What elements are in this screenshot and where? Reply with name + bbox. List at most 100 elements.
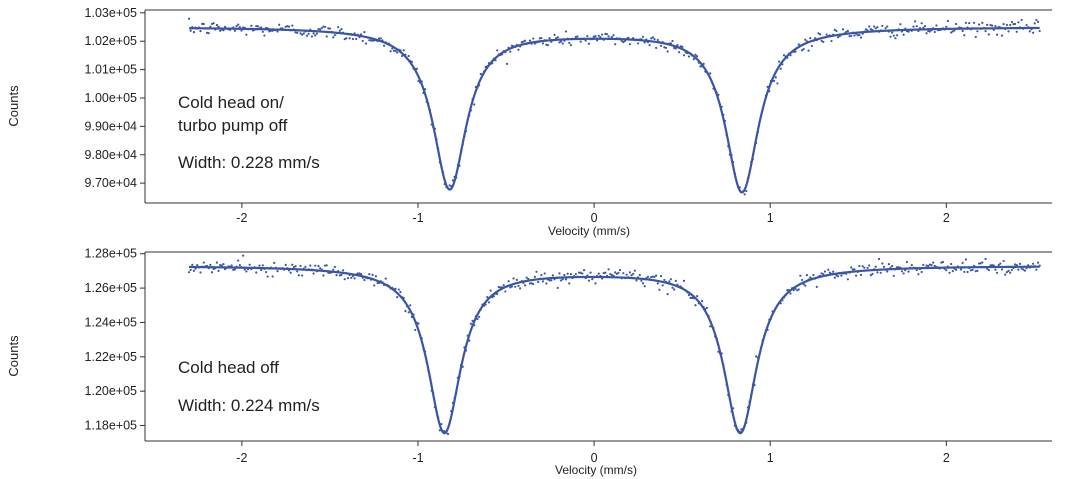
data-point — [602, 271, 605, 275]
data-point — [564, 30, 568, 33]
data-point — [496, 49, 499, 52]
data-point — [802, 48, 805, 51]
data-point — [294, 31, 297, 34]
data-point — [625, 273, 628, 276]
data-point — [773, 79, 776, 82]
data-point — [659, 275, 663, 278]
data-point — [694, 304, 697, 307]
data-point — [655, 274, 658, 277]
data-point — [1013, 263, 1017, 266]
data-point — [509, 50, 512, 53]
data-point — [864, 28, 868, 31]
data-point — [202, 261, 205, 264]
data-point — [640, 279, 643, 282]
data-point — [696, 294, 699, 298]
data-point — [948, 271, 951, 274]
data-point — [804, 284, 807, 287]
data-point — [812, 273, 815, 277]
data-point — [320, 26, 323, 30]
data-point — [927, 264, 930, 268]
data-point — [448, 184, 451, 187]
data-point — [596, 39, 599, 42]
data-point — [914, 20, 917, 23]
data-point — [548, 279, 551, 282]
data-point — [338, 29, 341, 32]
data-point — [514, 285, 517, 288]
data-point — [361, 39, 364, 43]
data-point — [256, 25, 259, 28]
data-point — [319, 28, 322, 31]
data-point — [271, 275, 274, 278]
data-point — [912, 25, 915, 28]
data-point — [836, 275, 840, 278]
data-point — [261, 264, 264, 267]
data-point — [689, 296, 692, 299]
data-point — [879, 271, 882, 274]
data-point — [305, 34, 309, 37]
data-point — [517, 284, 520, 288]
data-point — [858, 33, 861, 37]
annotation-label-line2: turbo pump off — [178, 116, 288, 135]
data-point — [886, 270, 889, 273]
data-point — [930, 264, 933, 267]
data-point — [199, 271, 202, 274]
data-point — [635, 279, 638, 282]
data-point — [899, 23, 902, 26]
data-point — [800, 278, 804, 282]
data-point — [928, 30, 931, 33]
data-point — [779, 67, 782, 70]
y-tick-label: 9.80e+04 — [85, 148, 138, 162]
data-point — [815, 285, 818, 288]
data-point — [902, 33, 905, 36]
data-point — [310, 35, 314, 38]
data-point — [579, 271, 582, 274]
data-point — [374, 275, 377, 278]
data-point — [891, 264, 894, 268]
data-point — [974, 35, 977, 39]
y-tick-label: 1.03e+05 — [85, 6, 138, 20]
data-point — [1032, 262, 1035, 265]
data-point — [1000, 268, 1004, 271]
data-point — [540, 274, 543, 277]
data-point — [546, 44, 550, 47]
data-point — [343, 38, 346, 41]
data-point — [350, 276, 353, 279]
data-point — [861, 265, 864, 268]
data-point — [1005, 23, 1008, 26]
data-point — [974, 270, 977, 273]
data-point — [600, 33, 604, 36]
data-point — [810, 44, 813, 48]
data-point — [407, 54, 410, 58]
data-point — [1007, 269, 1010, 273]
data-point — [1032, 31, 1035, 34]
data-point — [319, 267, 322, 270]
data-point — [561, 42, 564, 45]
data-point — [884, 27, 887, 30]
data-point — [950, 31, 953, 34]
data-point — [394, 49, 397, 53]
data-point — [905, 260, 909, 264]
data-point — [892, 274, 895, 277]
data-point — [245, 270, 248, 273]
data-point — [848, 35, 851, 38]
data-point — [315, 32, 318, 35]
data-point — [541, 42, 545, 45]
data-point — [1017, 21, 1020, 24]
data-point — [309, 264, 312, 267]
annotation-label-line1: Cold head on/ — [178, 93, 284, 112]
data-point — [953, 29, 956, 32]
x-tick-label: 1 — [767, 211, 774, 225]
data-point — [984, 257, 987, 261]
data-point — [745, 189, 748, 193]
data-point — [237, 23, 240, 26]
data-point — [537, 280, 540, 284]
data-point — [440, 422, 443, 426]
data-point — [951, 30, 954, 33]
data-point — [709, 325, 712, 328]
data-point — [1013, 22, 1017, 26]
data-point — [296, 31, 299, 34]
data-point — [266, 275, 269, 278]
data-point — [976, 30, 979, 33]
data-point — [959, 268, 963, 271]
data-point — [840, 274, 843, 277]
